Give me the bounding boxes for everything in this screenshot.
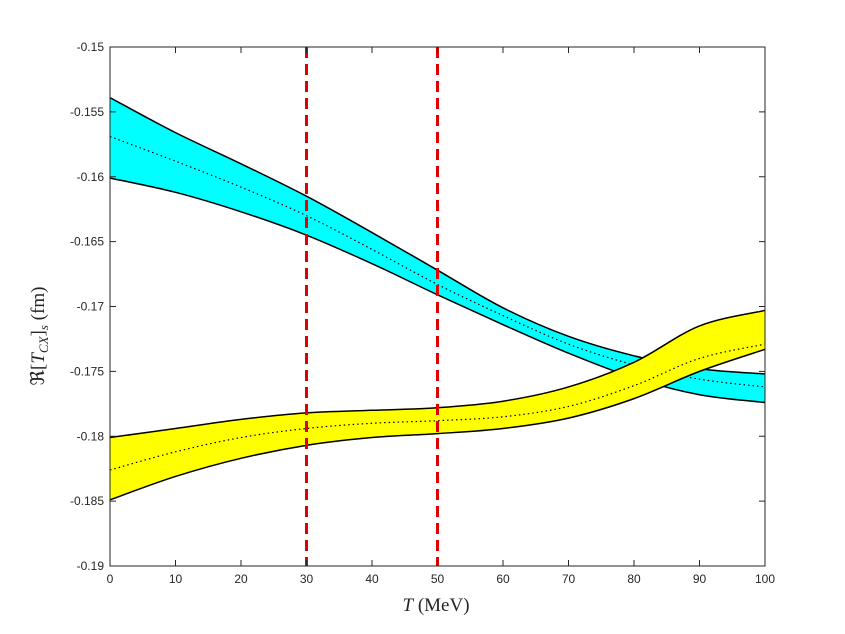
- x-tick-label: 60: [496, 572, 510, 586]
- x-tick-label: 100: [755, 572, 775, 586]
- y-axis: -0.19 -0.185 -0.18 -0.175 -0.17 -0.165 -0.16 -0…: [70, 40, 765, 573]
- x-tick-label: 0: [107, 572, 114, 586]
- x-axis-title: T (MeV): [402, 595, 469, 616]
- band-2-lower-line: [110, 348, 765, 501]
- x-axis: 0 10 20 30 40 50 60 70 80 90 100: [107, 47, 775, 586]
- x-tick-label: 90: [693, 572, 707, 586]
- band-2-central-line: [110, 343, 765, 471]
- y-tick-label: -0.175: [70, 364, 104, 378]
- x-tick-label: 40: [365, 572, 379, 586]
- x-tick-label: 80: [627, 572, 641, 586]
- y-tick-label: -0.19: [77, 559, 105, 573]
- y-tick-label: -0.165: [70, 235, 104, 249]
- x-tick-label: 30: [300, 572, 314, 586]
- band-2-area: [110, 310, 765, 500]
- y-tick-label: -0.18: [77, 429, 105, 443]
- y-tick-label: -0.15: [77, 40, 105, 54]
- x-tick-label: 10: [169, 572, 183, 586]
- y-tick-label: -0.155: [70, 105, 104, 119]
- plot-area: [109, 46, 766, 567]
- x-tick-label: 50: [431, 572, 445, 586]
- x-tick-label: 20: [234, 572, 248, 586]
- y-axis-title: ℜ[TCX]s (fm): [28, 287, 51, 386]
- y-tick-label: -0.16: [77, 170, 105, 184]
- x-tick-label: 70: [562, 572, 576, 586]
- y-tick-label: -0.185: [70, 494, 104, 508]
- y-tick-label: -0.17: [77, 300, 105, 314]
